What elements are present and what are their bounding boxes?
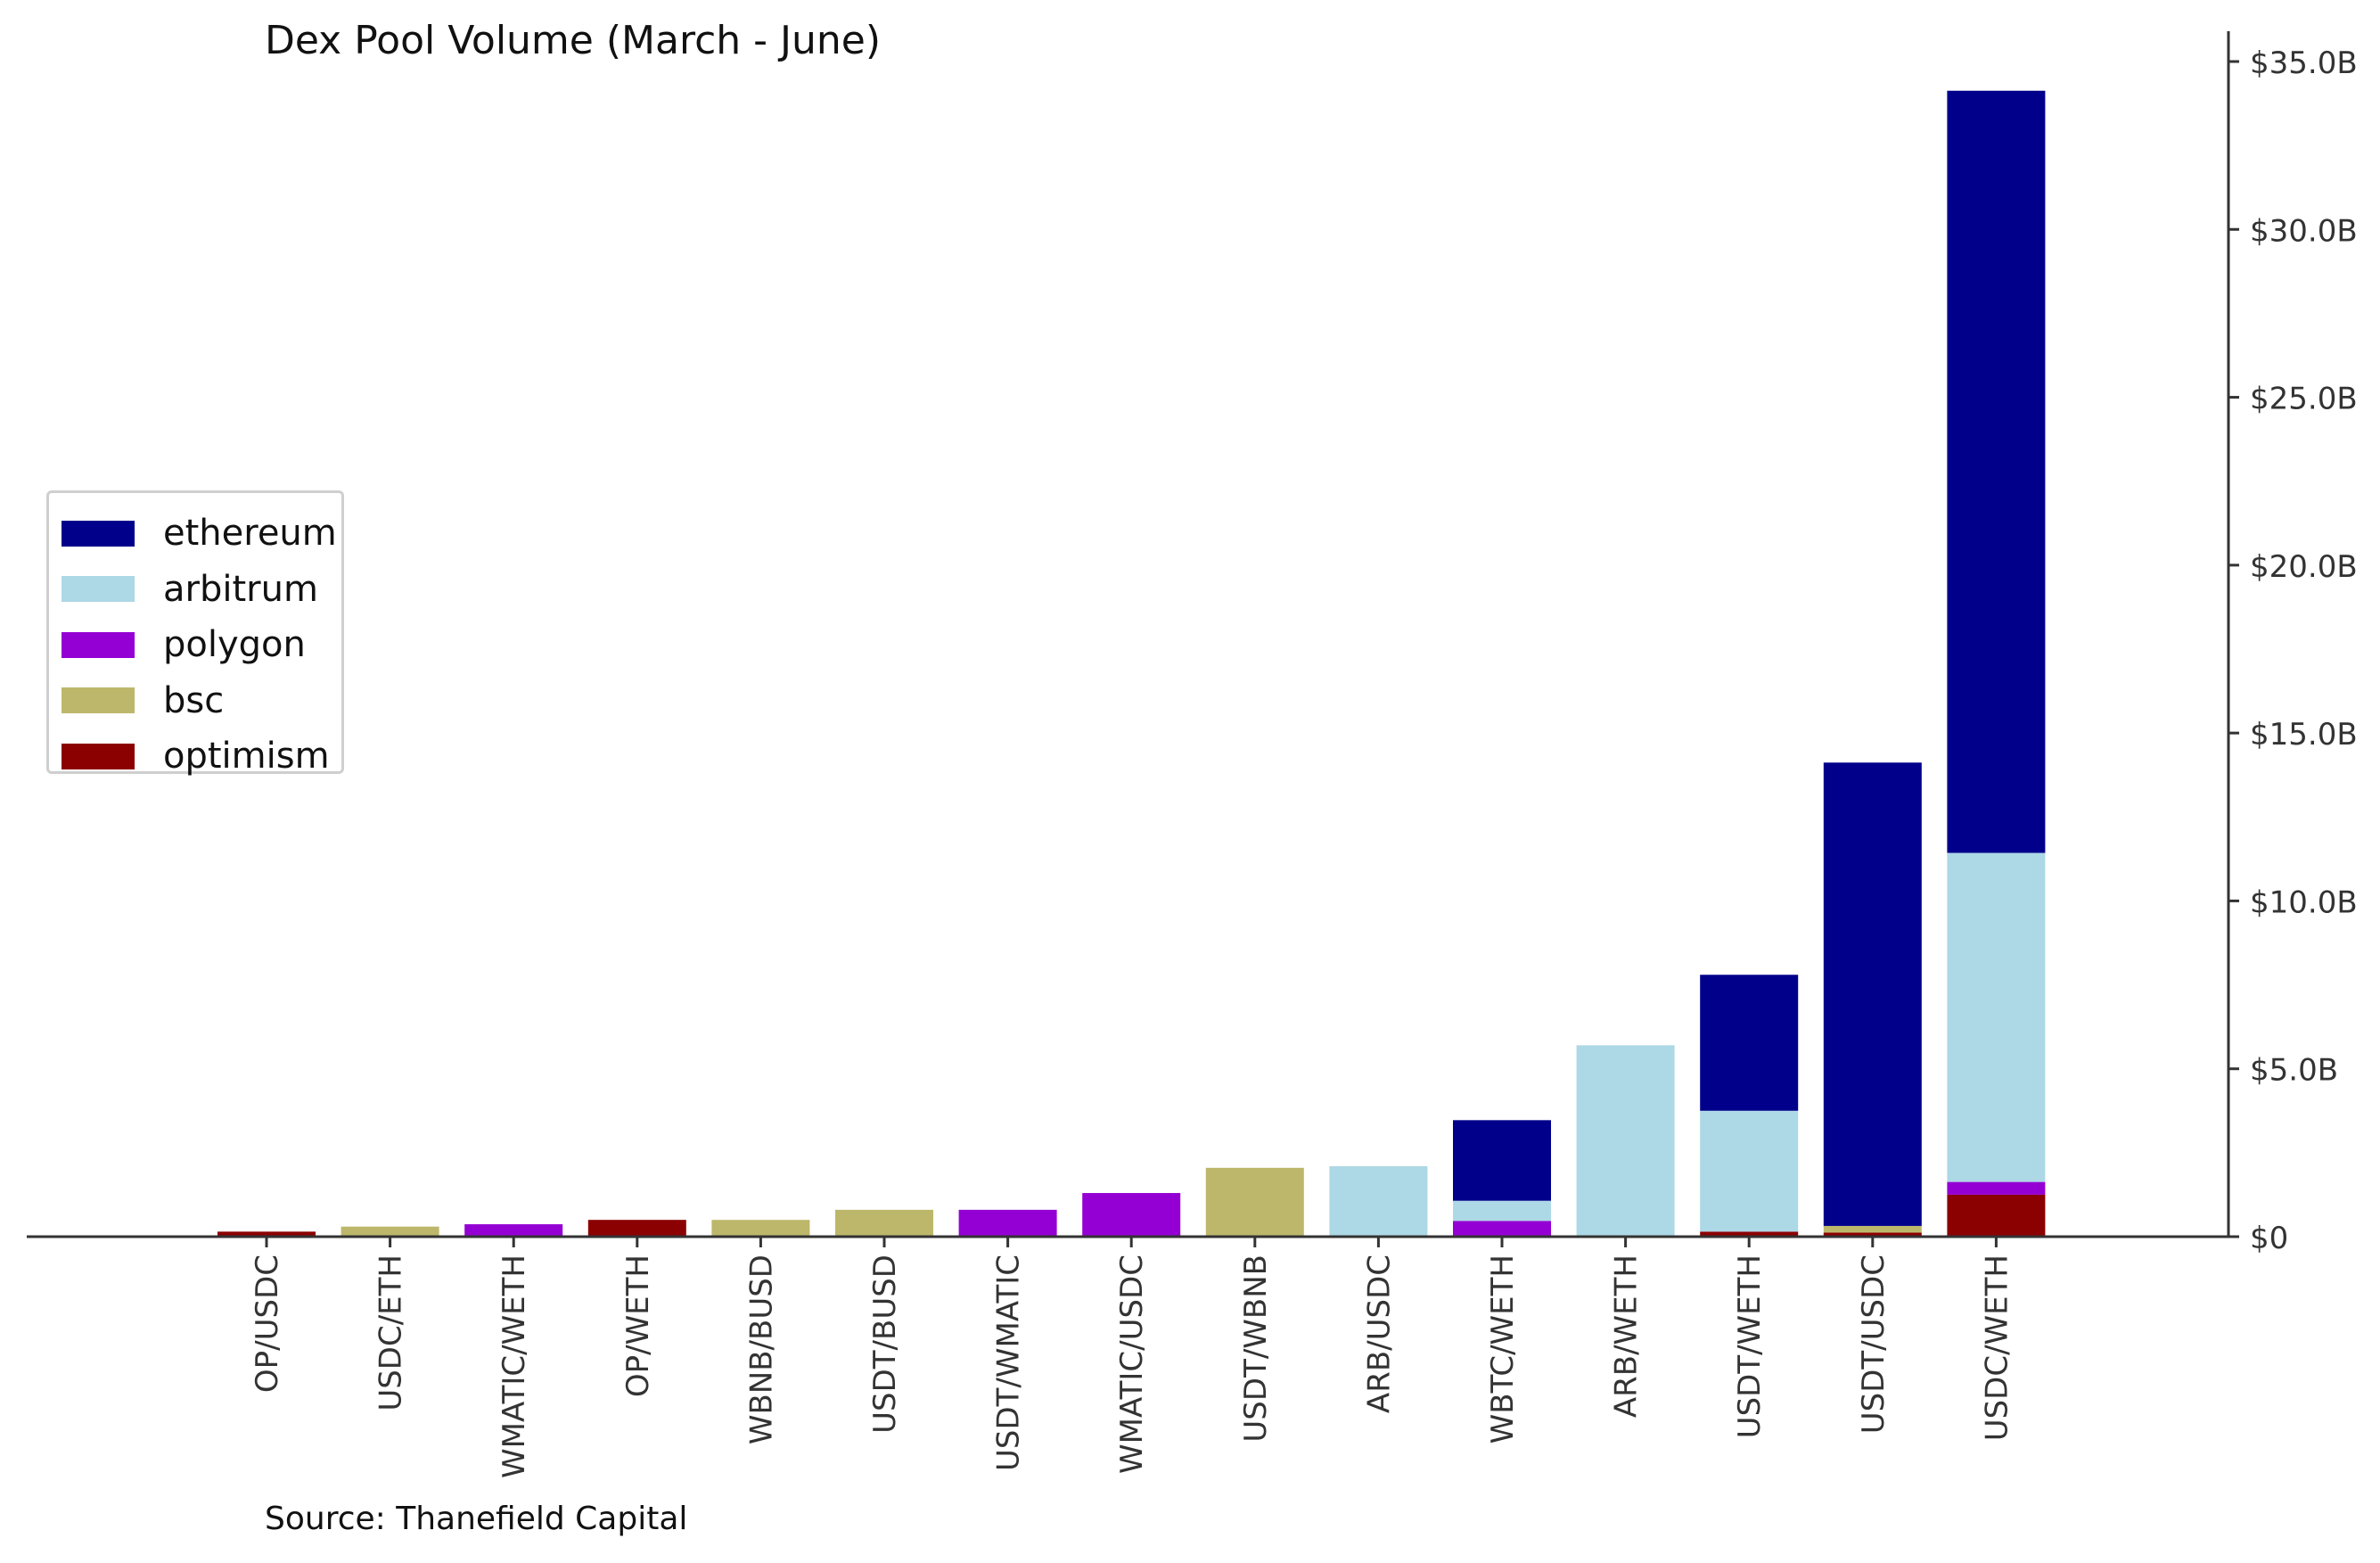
x-tick-label: USDT/WMATIC	[991, 1255, 1027, 1471]
legend-swatch-arbitrum	[62, 576, 135, 603]
x-tick-label: USDT/WBNB	[1238, 1255, 1274, 1443]
bar-arbitrum-arb-weth	[1576, 1045, 1675, 1237]
bar-bsc-usdt-usdc	[1823, 1225, 1922, 1233]
y-tick-label: $5.0B	[2250, 1053, 2338, 1089]
bar-polygon-wmatic-usdc	[1082, 1193, 1181, 1237]
x-ticks-layer: OP/USDC USDC/ETH WMATIC/WETH OP/WETH WBNB/BU…	[250, 1237, 2015, 1478]
bar-polygon-wbtc-weth	[1453, 1221, 1551, 1237]
x-tick-label: ARB/USDC	[1361, 1255, 1397, 1413]
legend-label-arbitrum: arbitrum	[163, 568, 318, 610]
chart-title: Dex Pool Volume (March - June)	[265, 18, 881, 63]
bars-layer	[217, 90, 2046, 1237]
bar-optimism-usdt-usdc	[1823, 1232, 1922, 1237]
bar-polygon-usdc-weth	[1947, 1181, 2046, 1195]
y-tick-label: $25.0B	[2250, 382, 2358, 417]
y-tick-label: $35.0B	[2250, 45, 2358, 81]
bar-arbitrum-usdc-weth	[1947, 852, 2046, 1182]
legend-swatch-optimism	[62, 743, 135, 769]
bar-bsc-wbnb-busd	[711, 1220, 810, 1237]
bar-polygon-usdt-wmatic	[958, 1209, 1057, 1237]
x-tick-label: WMATIC/USDC	[1114, 1255, 1150, 1474]
legend: ethereum arbitrum polygon bsc optimism	[46, 490, 344, 777]
x-tick-label: USDC/WETH	[1979, 1255, 2015, 1441]
x-tick-label: USDC/ETH	[373, 1255, 409, 1411]
bar-arbitrum-usdt-weth	[1700, 1110, 1799, 1232]
legend-item-bsc: bsc	[62, 673, 341, 729]
bar-arbitrum-arb-usdc	[1329, 1165, 1428, 1237]
legend-item-arbitrum: arbitrum	[62, 562, 341, 618]
bar-bsc-usdc-eth	[341, 1226, 439, 1237]
y-tick-label: $20.0B	[2250, 549, 2358, 585]
bar-optimism-usdt-weth	[1700, 1231, 1799, 1237]
bar-ethereum-usdt-weth	[1700, 975, 1799, 1111]
y-tick-label: $15.0B	[2250, 717, 2358, 753]
x-tick-label: WBTC/WETH	[1485, 1255, 1521, 1444]
bar-optimism-op-weth	[587, 1220, 686, 1237]
legend-label-ethereum: ethereum	[163, 513, 337, 555]
x-tick-label: OP/WETH	[620, 1255, 656, 1397]
y-tick-label: $10.0B	[2250, 884, 2358, 920]
source-note: Source: Thanefield Capital	[265, 1501, 688, 1537]
legend-item-ethereum: ethereum	[62, 506, 341, 562]
bar-ethereum-wbtc-weth	[1453, 1120, 1551, 1201]
x-tick-label: WMATIC/WETH	[497, 1255, 532, 1478]
y-tick-label: $30.0B	[2250, 213, 2358, 249]
y-ticks-layer: $0 $5.0B $10.0B $15.0B $20.0B $25.0B $30.0B $35…	[2228, 45, 2358, 1256]
bar-polygon-wmatic-weth	[464, 1224, 563, 1237]
x-tick-label: OP/USDC	[250, 1255, 285, 1393]
bar-ethereum-usdc-weth	[1947, 90, 2046, 853]
x-tick-label: ARB/WETH	[1609, 1255, 1645, 1418]
y-tick-label: $0	[2250, 1221, 2288, 1256]
bar-optimism-op-usdc	[217, 1231, 316, 1237]
legend-item-optimism: optimism	[62, 728, 341, 785]
bar-arbitrum-wbtc-weth	[1453, 1200, 1551, 1222]
legend-swatch-bsc	[62, 687, 135, 714]
legend-swatch-ethereum	[62, 520, 135, 547]
legend-item-polygon: polygon	[62, 617, 341, 673]
bar-ethereum-usdt-usdc	[1823, 762, 1922, 1226]
x-tick-label: USDT/BUSD	[867, 1255, 903, 1434]
bar-bsc-usdt-wbnb	[1205, 1167, 1304, 1237]
legend-label-polygon: polygon	[163, 624, 306, 666]
x-tick-label: USDT/WETH	[1732, 1255, 1768, 1438]
legend-label-optimism: optimism	[163, 736, 330, 777]
legend-label-bsc: bsc	[163, 679, 225, 721]
legend-swatch-polygon	[62, 631, 135, 658]
x-tick-label: WBNB/BUSD	[743, 1255, 779, 1444]
bar-bsc-usdt-busd	[835, 1209, 933, 1237]
x-tick-label: USDT/USDC	[1856, 1255, 1892, 1434]
bar-optimism-usdc-weth	[1947, 1194, 2046, 1237]
